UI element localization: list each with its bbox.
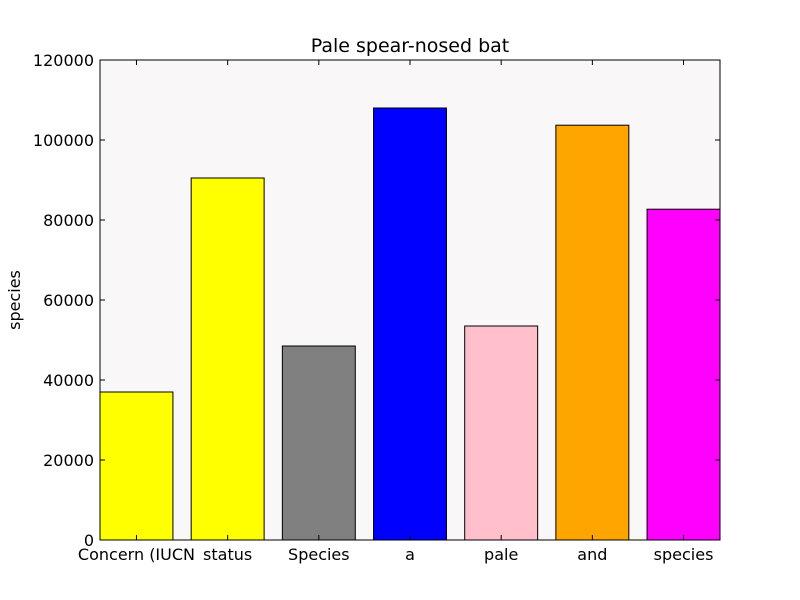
x-tick-label: Concern (IUCN <box>78 545 195 564</box>
bar-6 <box>646 208 721 541</box>
x-tick-label: and <box>577 545 607 564</box>
x-tick-label: a <box>405 545 415 564</box>
x-axis-ticks: Concern (IUCN status Species a pale and specie… <box>78 60 713 564</box>
y-tick-label: 100000 <box>33 131 94 150</box>
x-tick-label: species <box>654 545 714 564</box>
x-tick-label: Species <box>288 545 350 564</box>
y-tick-label: 0 <box>84 531 94 550</box>
bar-1 <box>190 177 265 541</box>
y-tick-label: 60000 <box>43 291 94 310</box>
bar-4 <box>464 325 539 541</box>
bars-group <box>99 107 721 541</box>
y-tick-label: 80000 <box>43 211 94 230</box>
bar-2 <box>281 345 356 541</box>
bar-5 <box>555 124 630 541</box>
y-axis-ticks: 0 20000 40000 60000 80000 100000 120000 <box>33 51 720 550</box>
y-tick-label: 20000 <box>43 451 94 470</box>
plot-frame <box>99 59 721 541</box>
y-tick-label: 40000 <box>43 371 94 390</box>
y-axis-label: species <box>5 270 24 330</box>
bar-0 <box>99 391 174 541</box>
chart-title: Pale spear-nosed bat <box>311 35 510 57</box>
y-tick-label: 120000 <box>33 51 94 70</box>
x-tick-label: pale <box>484 545 518 564</box>
x-tick-label: status <box>203 545 252 564</box>
bar-3 <box>373 107 447 541</box>
